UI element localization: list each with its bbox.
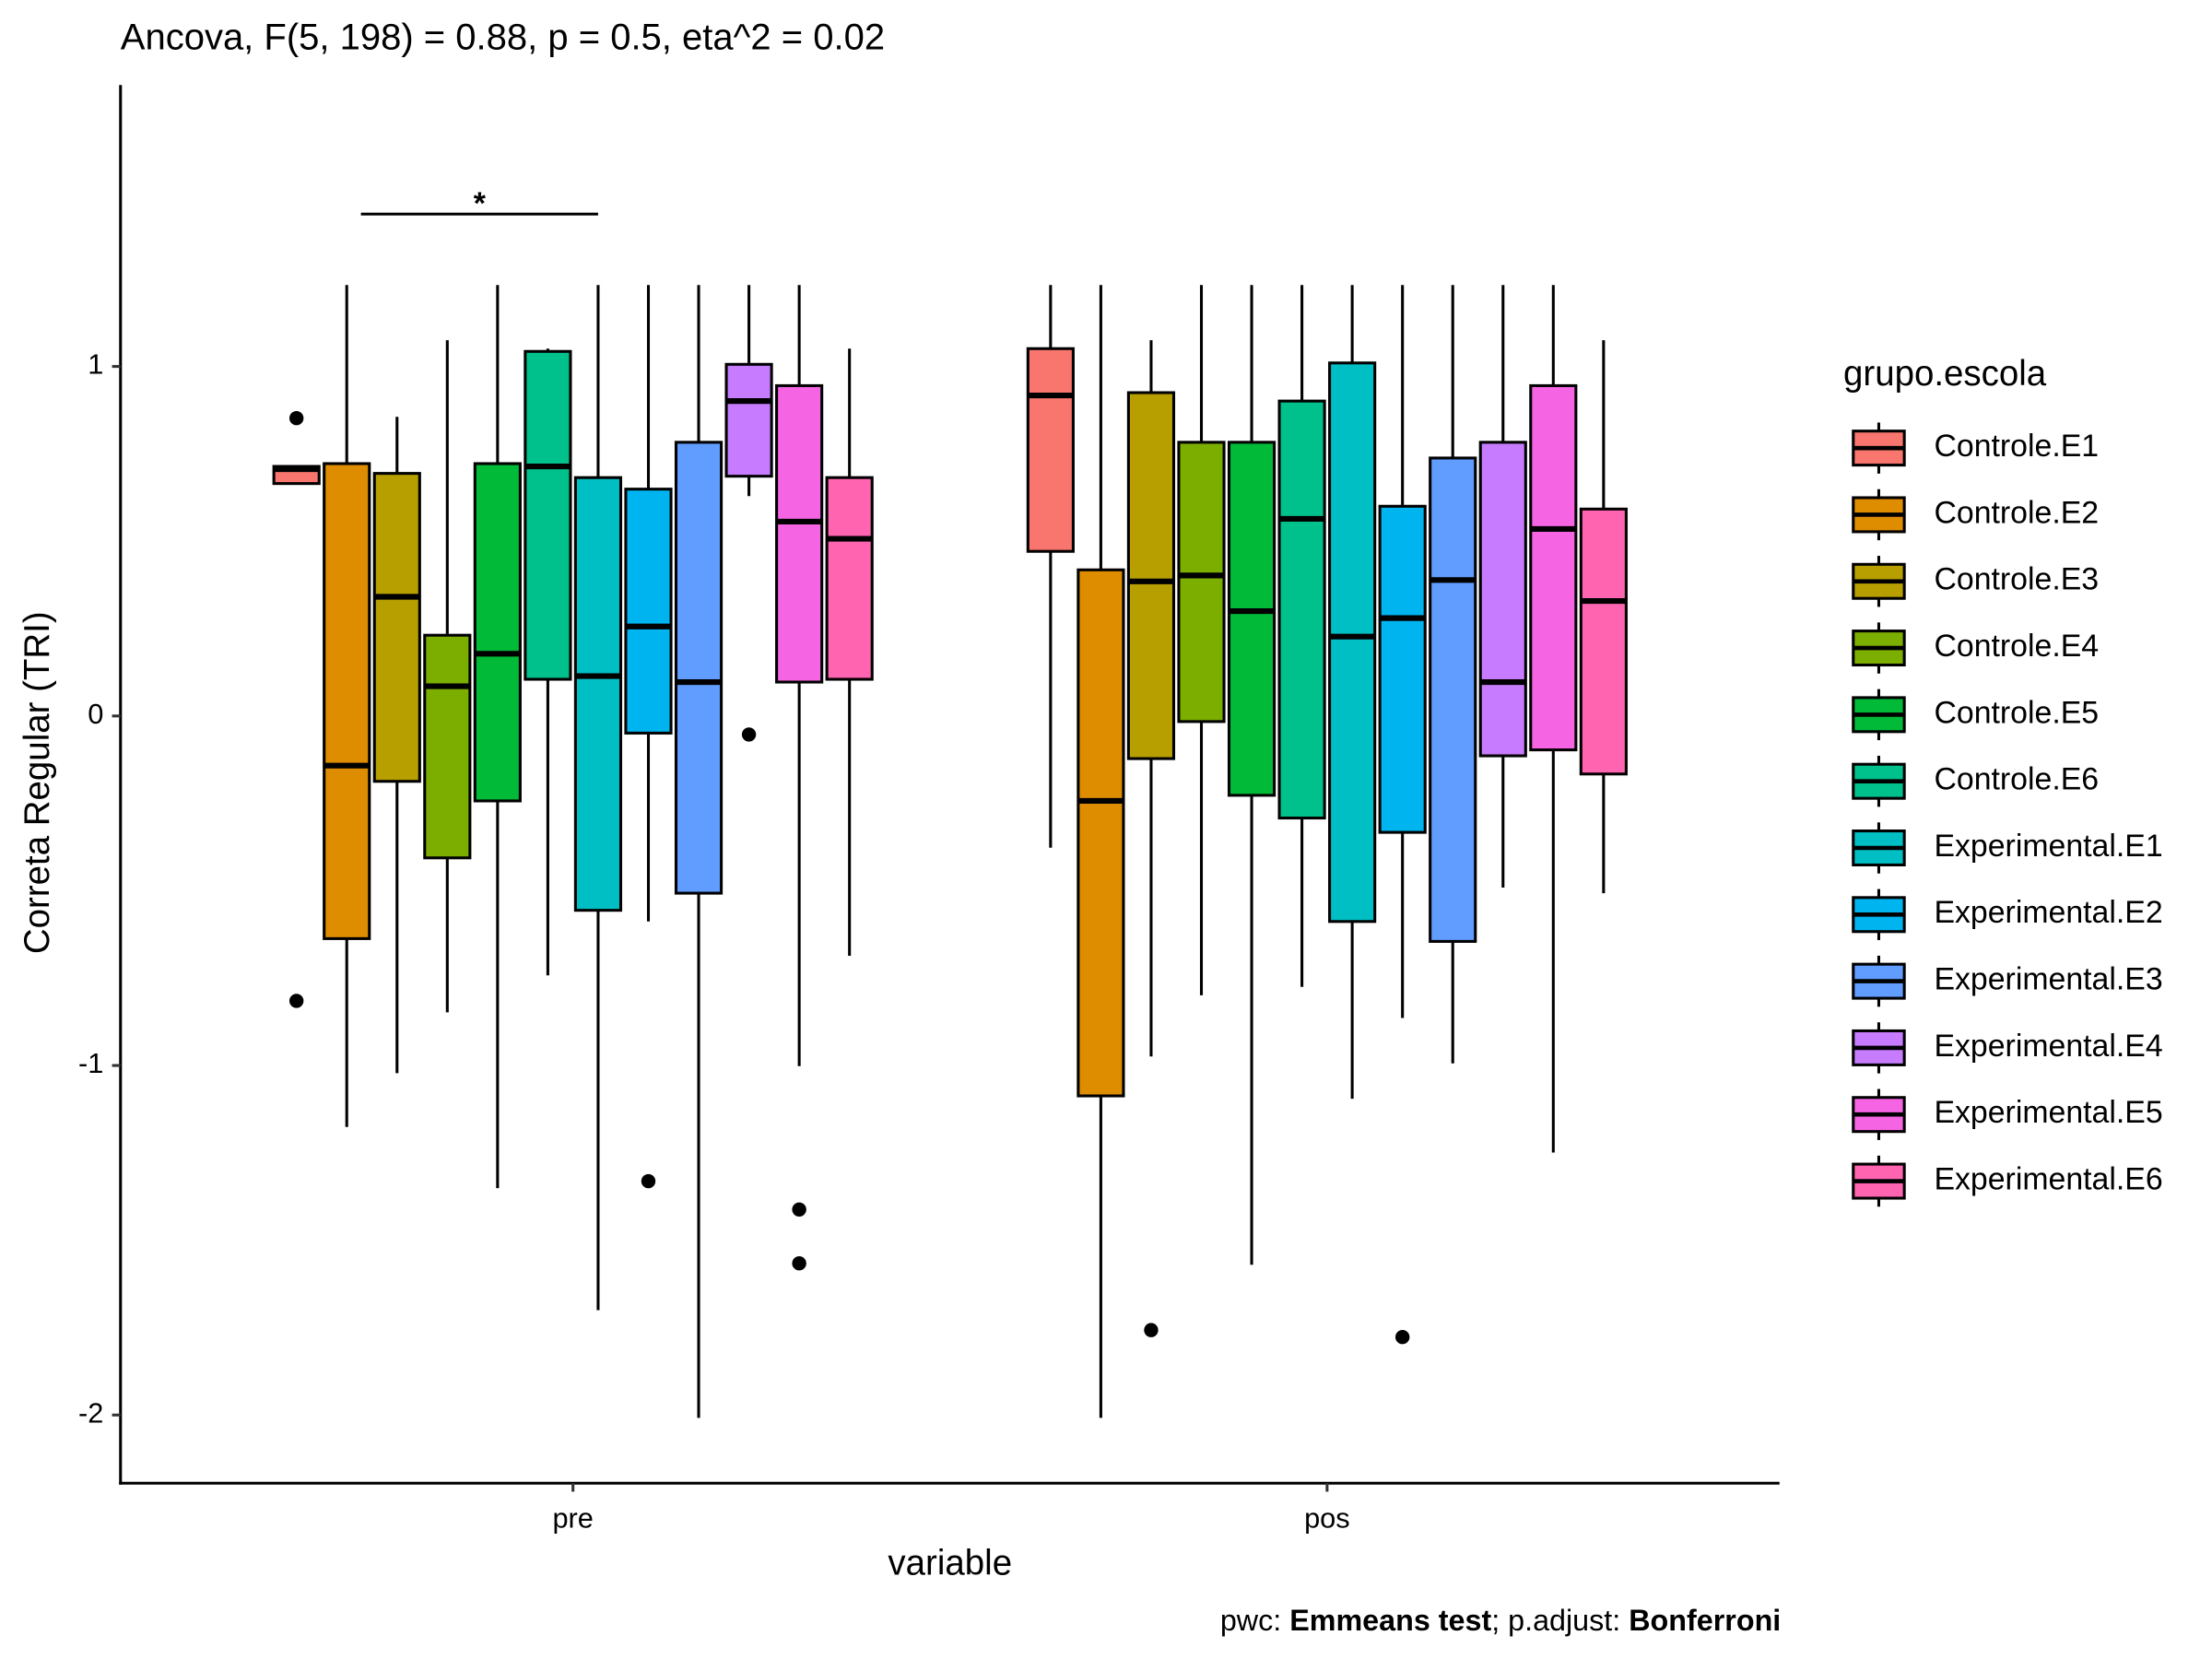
y-tick-label: -2 <box>78 1396 103 1429</box>
box <box>1429 456 1477 943</box>
significance-label: * <box>474 186 487 221</box>
outlier <box>1144 1323 1159 1337</box>
caption-part: Emmeans test <box>1289 1604 1491 1637</box>
box <box>524 349 572 681</box>
box <box>1378 504 1427 834</box>
caption-part: ; p.adjust: <box>1491 1604 1629 1637</box>
box <box>423 633 472 860</box>
legend-label: Controle.E6 <box>1934 762 2099 797</box>
outlier <box>641 1173 656 1189</box>
y-tick-label: -1 <box>78 1047 103 1079</box>
x-tick-label: pos <box>1304 1501 1350 1534</box>
caption-part: Bonferroni <box>1629 1604 1781 1637</box>
legend-label: Experimental.E2 <box>1934 895 2162 930</box>
box <box>1579 507 1628 776</box>
legend-label: Controle.E3 <box>1934 562 2099 597</box>
box <box>674 441 724 895</box>
box <box>573 476 623 912</box>
outlier <box>288 411 304 426</box>
y-axis-label: Correta Regular (TRI) <box>18 611 57 954</box>
outlier <box>741 727 757 742</box>
box <box>323 462 371 940</box>
legend-label: Controle.E4 <box>1934 629 2099 664</box>
x-tick-label: pre <box>552 1501 593 1534</box>
legend-label: Controle.E5 <box>1934 695 2099 730</box>
box <box>1529 383 1578 752</box>
legend-label: Experimental.E4 <box>1934 1029 2162 1064</box>
legend-label: Experimental.E5 <box>1934 1095 2162 1130</box>
caption-part: pwc: <box>1220 1604 1289 1637</box>
y-tick-label: 0 <box>88 698 103 730</box>
box <box>825 476 874 681</box>
box <box>775 383 824 684</box>
box <box>1227 441 1277 797</box>
box <box>1277 399 1326 820</box>
box <box>1328 361 1377 924</box>
legend-label: Controle.E2 <box>1934 495 2099 530</box>
box <box>1077 568 1125 1098</box>
chart-title: Ancova, F(5, 198) = 0.88, p = 0.5, eta^2… <box>121 18 885 58</box>
box <box>724 362 773 478</box>
outlier <box>288 994 304 1008</box>
y-tick-label: 1 <box>88 348 103 381</box>
legend-label: Controle.E1 <box>1934 429 2099 464</box>
outlier <box>792 1202 806 1217</box>
box <box>1026 347 1075 553</box>
legend-label: Experimental.E1 <box>1934 829 2162 864</box>
legend-title: grupo.escola <box>1843 354 2047 394</box>
caption: pwc: Emmeans test; p.adjust: Bonferroni <box>1220 1604 1781 1637</box>
legend-label: Experimental.E6 <box>1934 1161 2162 1196</box>
outlier <box>1394 1330 1410 1345</box>
outlier <box>792 1256 806 1271</box>
legend-label: Experimental.E3 <box>1934 962 2162 997</box>
box <box>624 488 673 735</box>
box <box>1478 441 1527 758</box>
box <box>1177 441 1226 724</box>
box <box>1126 391 1176 760</box>
x-axis-label: variable <box>888 1544 1012 1583</box>
box <box>372 472 421 783</box>
box <box>473 462 522 803</box>
